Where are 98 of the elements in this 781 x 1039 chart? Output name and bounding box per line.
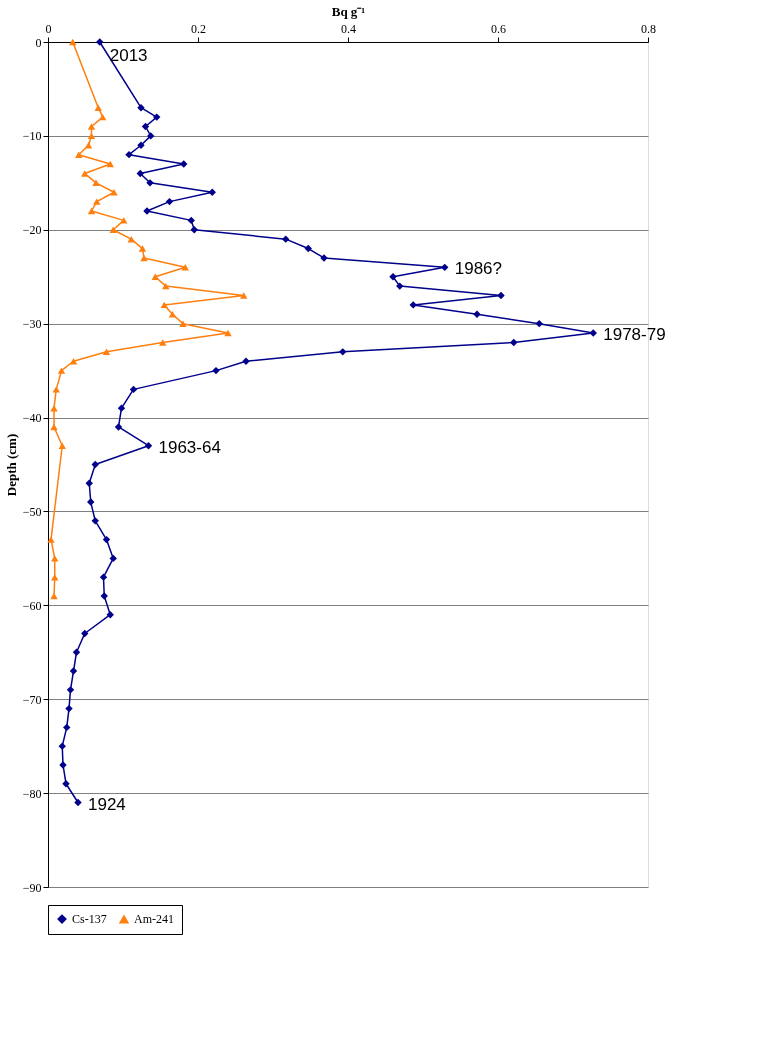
legend-label: Am-241 (134, 912, 174, 927)
point (87, 123, 96, 130)
point (497, 291, 505, 300)
point (87, 207, 96, 215)
point (441, 263, 449, 272)
point (66, 686, 75, 694)
point (153, 113, 161, 121)
point (51, 555, 59, 562)
y-tick-label: −10 (22, 129, 42, 144)
point (240, 292, 248, 299)
point (58, 442, 66, 449)
y-tick-label: −30 (22, 317, 42, 332)
point (74, 798, 82, 807)
point (144, 442, 153, 450)
point (212, 366, 220, 375)
point (180, 160, 188, 168)
point (69, 358, 78, 365)
point (99, 573, 108, 581)
point (75, 151, 83, 158)
point (510, 338, 518, 347)
point (102, 535, 111, 544)
point (102, 348, 111, 356)
point (409, 301, 417, 309)
y-tick-label: −70 (22, 692, 42, 707)
point (85, 479, 93, 487)
y-tick-label: −50 (22, 504, 42, 519)
point (106, 611, 114, 619)
point (52, 386, 60, 393)
point (58, 742, 66, 750)
point (396, 282, 404, 290)
point (304, 244, 312, 253)
point (141, 122, 150, 131)
x-tick-label: 0.4 (341, 21, 356, 36)
y-tick-label: 0 (35, 35, 42, 50)
x-tick-label: 0.6 (491, 21, 506, 36)
point (125, 150, 133, 159)
point (160, 301, 168, 309)
point (65, 704, 73, 713)
point (47, 536, 55, 543)
point (57, 367, 66, 374)
point (91, 460, 99, 469)
point (208, 188, 216, 196)
point (224, 329, 232, 337)
y-tick-label: −20 (22, 223, 42, 238)
point (140, 254, 148, 262)
point (147, 132, 155, 140)
legend-label: Cs-137 (72, 912, 107, 927)
point (100, 592, 108, 600)
point (159, 339, 167, 346)
point (50, 423, 58, 431)
point (99, 113, 107, 121)
point (81, 170, 89, 177)
point (87, 132, 96, 140)
x-axis-title: Bq g⁻¹ (331, 3, 366, 19)
point (151, 273, 159, 280)
point (165, 197, 174, 206)
point (179, 320, 187, 327)
point (138, 245, 147, 252)
point (190, 226, 198, 234)
x-tick-label: 0 (45, 21, 52, 36)
point (63, 723, 71, 732)
point (136, 169, 144, 178)
x-tick-label: 0.8 (641, 21, 656, 36)
y-tick-label: −40 (22, 411, 42, 426)
point (50, 592, 58, 600)
y-tick-label: −90 (22, 880, 42, 895)
point (129, 385, 138, 394)
point (187, 216, 195, 225)
point (72, 648, 81, 656)
x-tick-label: 0.2 (191, 21, 206, 36)
point (69, 38, 77, 46)
y-tick-label: −80 (22, 786, 42, 801)
point (589, 329, 597, 337)
point (91, 517, 99, 525)
point (92, 179, 100, 187)
point (94, 104, 102, 111)
point (282, 235, 290, 243)
point (69, 667, 78, 675)
annotation: 1963-64 (158, 437, 221, 457)
point (93, 198, 101, 205)
annotation: 1986? (454, 259, 503, 279)
y-tick-label: −60 (22, 598, 42, 613)
point (81, 629, 89, 638)
point (109, 554, 117, 563)
annotation: 2013 (109, 46, 148, 65)
point (162, 282, 170, 290)
point (106, 160, 114, 168)
annotation: 1924 (88, 794, 126, 814)
point (114, 423, 123, 431)
point (109, 226, 117, 233)
annotation: 1978-79 (603, 325, 666, 345)
point (181, 264, 189, 271)
point (87, 498, 95, 506)
y-axis-title: Depth (cm) (3, 433, 19, 497)
point (117, 404, 126, 412)
point (535, 319, 543, 328)
point (120, 217, 128, 224)
point (339, 348, 347, 356)
